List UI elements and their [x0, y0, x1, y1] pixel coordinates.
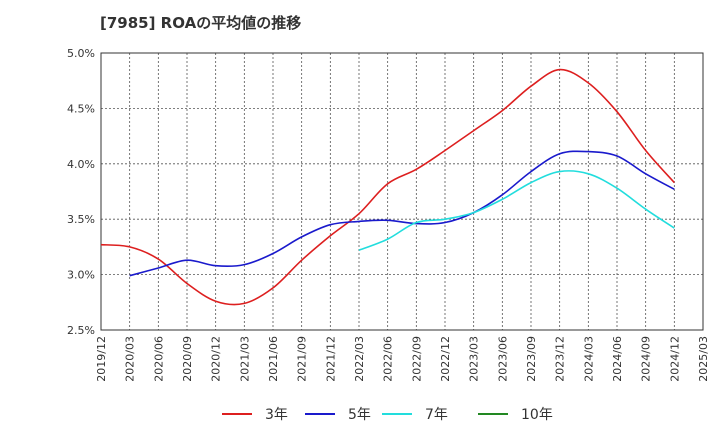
y-tick-label: 5.0% — [67, 47, 95, 60]
x-tick-label: 2021/09 — [296, 336, 309, 382]
series-lines — [100, 68, 675, 306]
series-line-0 — [100, 68, 675, 306]
x-tick-label: 2022/06 — [382, 336, 395, 382]
axes: 2.5% 3.0% 3.5% 4.0% 4.5% 5.0% 2019/12 2020/03 20… — [67, 47, 710, 382]
y-tick-label: 4.5% — [67, 102, 95, 115]
x-tick-label: 2022/12 — [439, 336, 452, 382]
legend-label-1: 5年 — [348, 407, 371, 423]
x-tick-label: 2023/03 — [468, 336, 481, 382]
x-tick-label: 2025/03 — [697, 336, 710, 382]
x-tick-label: 2021/03 — [238, 336, 251, 382]
x-tick-label: 2024/06 — [611, 336, 624, 382]
x-tick-label: 2020/09 — [181, 336, 194, 382]
x-tick-label: 2024/12 — [668, 336, 681, 382]
x-tick-label: 2020/03 — [124, 336, 137, 382]
x-tick-label: 2022/03 — [353, 336, 366, 382]
x-tick-label: 2020/06 — [152, 336, 165, 382]
x-tick-label: 2024/03 — [582, 336, 595, 382]
x-tick-label: 2021/06 — [267, 336, 280, 382]
x-tick-label: 2021/12 — [324, 336, 337, 382]
x-tick-label: 2019/12 — [95, 336, 108, 382]
plot-area — [101, 53, 703, 330]
y-tick-label: 3.0% — [67, 269, 95, 282]
x-tick-label: 2023/12 — [554, 336, 567, 382]
series-line-2 — [358, 170, 675, 251]
chart-title: [7985] ROAの平均値の推移 — [100, 14, 302, 32]
x-tick-label: 2024/09 — [640, 336, 653, 382]
x-tick-label: 2020/12 — [210, 336, 223, 382]
x-tick-label: 2023/09 — [525, 336, 538, 382]
plot-frame — [100, 52, 704, 331]
y-tick-label: 2.5% — [67, 324, 95, 337]
y-tick-label: 3.5% — [67, 213, 95, 226]
legend: 3年 5年 7年 10年 — [222, 407, 553, 423]
legend-label-0: 3年 — [265, 407, 288, 423]
x-tick-label: 2023/06 — [496, 336, 509, 382]
x-tick-label: 2022/09 — [410, 336, 423, 382]
legend-label-2: 7年 — [425, 407, 448, 423]
series-line-1 — [129, 150, 675, 277]
legend-label-3: 10年 — [521, 407, 553, 423]
grid — [100, 52, 704, 331]
y-tick-label: 4.0% — [67, 158, 95, 171]
